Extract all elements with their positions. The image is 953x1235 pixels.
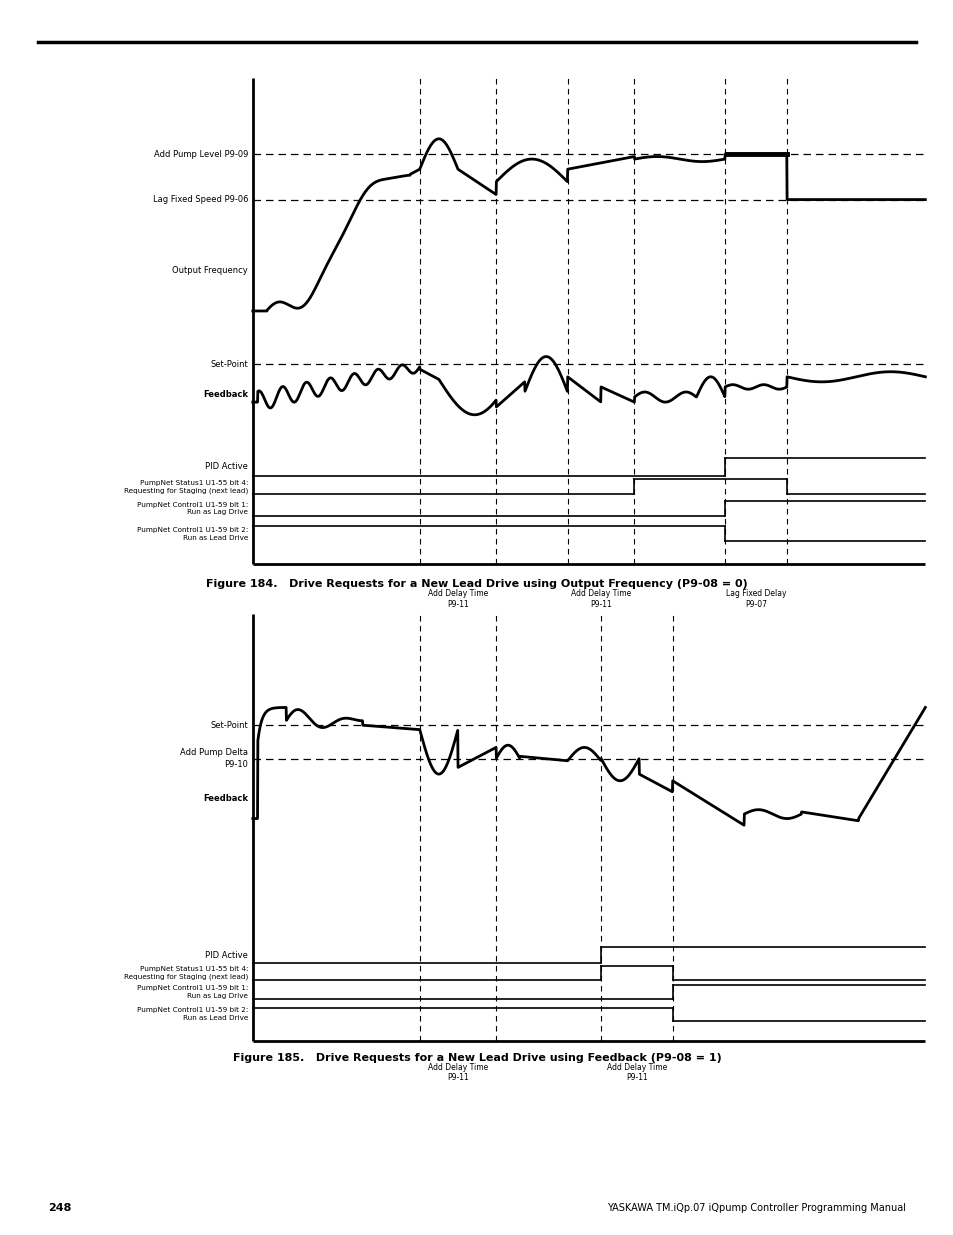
Text: Add Delay Time
P9-11: Add Delay Time P9-11 [606, 1063, 666, 1083]
Text: PumpNet Status1 U1-55 bit 4:
Requesting for Staging (next lead): PumpNet Status1 U1-55 bit 4: Requesting … [124, 966, 248, 979]
Text: Lag Fixed Speed P9-06: Lag Fixed Speed P9-06 [152, 195, 248, 204]
Text: PumpNet Status1 U1-55 bit 4:
Requesting for Staging (next lead): PumpNet Status1 U1-55 bit 4: Requesting … [124, 479, 248, 494]
Text: PumpNet Control1 U1-59 bit 2:
Run as Lead Drive: PumpNet Control1 U1-59 bit 2: Run as Lea… [136, 1008, 248, 1021]
Text: Set-Point: Set-Point [210, 359, 248, 368]
Text: 248: 248 [48, 1203, 71, 1213]
Text: Feedback: Feedback [203, 390, 248, 399]
Text: PumpNet Control1 U1-59 bit 2:
Run as Lead Drive: PumpNet Control1 U1-59 bit 2: Run as Lea… [136, 527, 248, 541]
Text: YASKAWA TM.iQp.07 iQpump Controller Programming Manual: YASKAWA TM.iQp.07 iQpump Controller Prog… [607, 1203, 905, 1213]
Text: Add Delay Time
P9-11: Add Delay Time P9-11 [570, 589, 631, 609]
Text: PumpNet Control1 U1-59 bit 1:
Run as Lag Drive: PumpNet Control1 U1-59 bit 1: Run as Lag… [136, 986, 248, 999]
Text: PID Active: PID Active [205, 951, 248, 960]
Text: Set-Point: Set-Point [210, 721, 248, 730]
Text: Add Delay Time
P9-11: Add Delay Time P9-11 [427, 1063, 488, 1083]
Text: Add Pump Level P9-09: Add Pump Level P9-09 [153, 149, 248, 158]
Text: Feedback: Feedback [203, 794, 248, 803]
Text: PumpNet Control1 U1-59 bit 1:
Run as Lag Drive: PumpNet Control1 U1-59 bit 1: Run as Lag… [136, 501, 248, 515]
Text: Lag Fixed Delay
P9-07: Lag Fixed Delay P9-07 [725, 589, 785, 609]
Text: Add Delay Time
P9-11: Add Delay Time P9-11 [427, 589, 488, 609]
Text: Add Pump Delta
P9-10: Add Pump Delta P9-10 [180, 748, 248, 768]
Text: Figure 185.   Drive Requests for a New Lead Drive using Feedback (P9-08 = 1): Figure 185. Drive Requests for a New Lea… [233, 1053, 720, 1063]
Text: PID Active: PID Active [205, 462, 248, 472]
Text: Figure 184.   Drive Requests for a New Lead Drive using Output Frequency (P9-08 : Figure 184. Drive Requests for a New Lea… [206, 579, 747, 589]
Text: Output Frequency: Output Frequency [172, 266, 248, 275]
